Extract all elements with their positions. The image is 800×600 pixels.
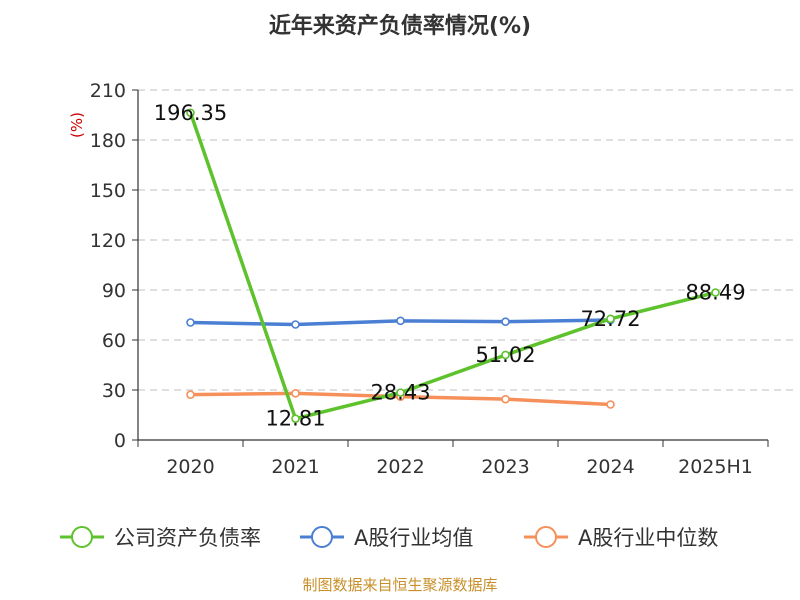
data-label-5: 88.49	[685, 281, 745, 305]
y-tick-label-30: 30	[102, 380, 126, 402]
data-point-1-0	[186, 318, 195, 327]
y-tick-label-60: 60	[102, 330, 126, 352]
legend-marker-1	[311, 526, 333, 548]
legend-label-1: A股行业均值	[354, 526, 473, 550]
x-tick-label-2025H1: 2025H1	[678, 456, 753, 478]
data-point-0-3	[501, 350, 510, 360]
x-tick-label-2022: 2022	[376, 456, 424, 478]
y-tick-labels: 0 30 60 90 120 150 180 210	[90, 80, 126, 452]
data-labels: 196.35 12.81 28.43 51.02 72.72 88.49	[154, 101, 746, 431]
data-label-2: 28.43	[370, 381, 430, 405]
source-note: 制图数据来自恒生聚源数据库	[302, 576, 497, 594]
y-tick-label-150: 150	[90, 180, 126, 202]
legend[interactable]: 公司资产负债率 A股行业均值 A股行业中位数	[60, 526, 718, 550]
data-point-2-0	[186, 390, 195, 399]
x-tick-label-2023: 2023	[481, 456, 529, 478]
series-lines	[186, 108, 720, 423]
data-point-2-3	[501, 394, 510, 404]
data-point-2-1	[291, 389, 300, 398]
legend-marker-2	[535, 526, 557, 548]
data-point-0-5	[711, 288, 720, 297]
legend-label-2: A股行业中位数	[578, 526, 718, 550]
y-axis-unit: (%)	[68, 112, 86, 138]
data-point-2-4	[606, 400, 615, 409]
chart-title: 近年来资产负债率情况(%)	[269, 13, 531, 39]
data-label-1: 12.81	[265, 407, 325, 431]
data-point-0-0	[186, 108, 195, 118]
legend-label-0: 公司资产负债率	[114, 526, 261, 550]
legend-marker-0	[71, 526, 93, 548]
data-point-0-2	[396, 388, 405, 397]
data-point-1-3	[501, 317, 510, 326]
y-tick-label-210: 210	[90, 80, 126, 102]
grid-lines	[138, 89, 798, 391]
data-point-0-4	[606, 314, 615, 324]
y-tick-label-90: 90	[102, 280, 126, 302]
x-tick-label-2021: 2021	[271, 456, 319, 478]
data-point-1-2	[396, 316, 405, 326]
y-tick-label-180: 180	[90, 130, 126, 152]
x-tick-label-2020: 2020	[166, 456, 214, 478]
axes	[132, 89, 769, 447]
data-label-3: 51.02	[475, 343, 535, 367]
x-tick-labels: 2020 2021 2022 2023 2024 2025H1	[166, 456, 753, 478]
data-point-1-1	[291, 320, 300, 329]
data-point-0-1	[291, 414, 300, 423]
y-tick-label-120: 120	[90, 230, 126, 252]
data-label-0: 196.35	[154, 101, 227, 125]
y-tick-label-0: 0	[114, 430, 126, 452]
data-label-4: 72.72	[580, 307, 640, 331]
x-tick-label-2024: 2024	[586, 456, 634, 478]
series-line-0	[188, 112, 716, 421]
